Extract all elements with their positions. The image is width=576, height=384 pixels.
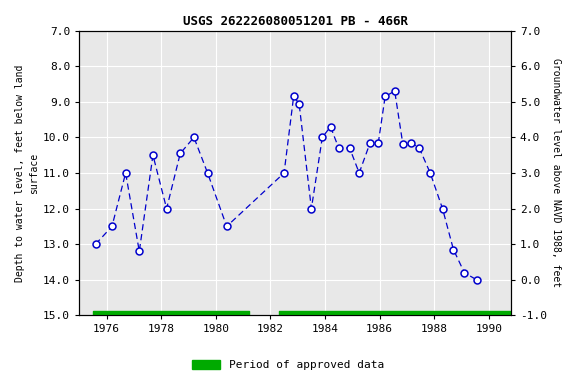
Y-axis label: Depth to water level, feet below land
surface: Depth to water level, feet below land su… xyxy=(15,64,39,282)
Legend: Period of approved data: Period of approved data xyxy=(188,356,388,375)
Y-axis label: Groundwater level above NAVD 1988, feet: Groundwater level above NAVD 1988, feet xyxy=(551,58,561,288)
Title: USGS 262226080051201 PB - 466R: USGS 262226080051201 PB - 466R xyxy=(183,15,407,28)
